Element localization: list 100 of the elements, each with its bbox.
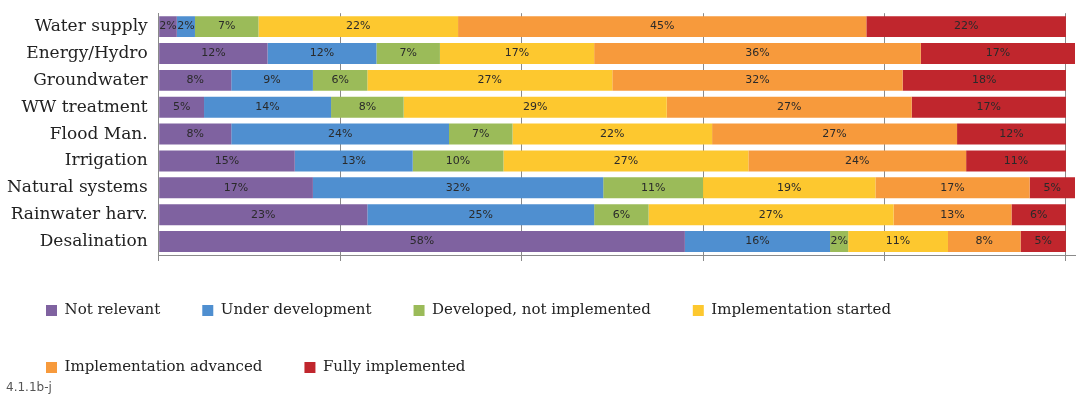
data-label: 27%: [477, 73, 503, 87]
data-label: 19%: [776, 180, 802, 194]
data-label: 6%: [331, 73, 349, 87]
bar: [159, 96, 205, 118]
y-tick-label: Groundwater: [33, 68, 149, 89]
bar: [875, 177, 1030, 199]
bar: [331, 96, 404, 118]
y-tick-label: Irrigation: [64, 149, 148, 170]
bar: [712, 123, 958, 145]
bar: [231, 123, 449, 145]
data-label: 17%: [985, 46, 1011, 60]
bar: [612, 69, 903, 91]
bar: [920, 43, 1075, 64]
bar: [294, 150, 413, 172]
bar: [1011, 204, 1066, 226]
data-label: 5%: [1034, 234, 1052, 248]
bar: [866, 16, 1066, 38]
y-tick-label: WW treatment: [21, 95, 148, 116]
data-label: 6%: [612, 207, 631, 221]
data-label: 22%: [953, 19, 979, 33]
bar: [957, 123, 1066, 145]
data-label: 17%: [976, 100, 1002, 114]
bar: [966, 150, 1066, 172]
data-label: 22%: [346, 19, 371, 33]
data-label: 8%: [358, 100, 377, 114]
bar: [312, 177, 604, 199]
bar: [947, 231, 1021, 253]
bar: [159, 43, 268, 64]
data-label: 12%: [999, 126, 1024, 140]
bar: [159, 123, 232, 145]
data-label: 5%: [1043, 180, 1062, 194]
legend-label: Implementation started: [711, 300, 892, 319]
data-label: 23%: [251, 207, 276, 221]
legend-label: Developed, not implemented: [432, 300, 652, 319]
bar: [159, 177, 313, 199]
data-label: 7%: [218, 19, 236, 33]
bar: [748, 150, 967, 172]
data-label: 2%: [159, 19, 177, 33]
data-label: 11%: [885, 234, 911, 248]
bar: [367, 69, 613, 91]
bar: [893, 204, 1012, 226]
y-tick-label: Rainwater harv.: [10, 203, 148, 224]
data-label: 45%: [649, 19, 675, 33]
bar: [848, 231, 948, 253]
data-label: 15%: [214, 153, 240, 167]
bar: [503, 150, 749, 172]
data-label: 16%: [745, 234, 770, 248]
data-label: 25%: [468, 207, 493, 221]
bar: [412, 150, 504, 172]
bar: [648, 204, 894, 226]
data-label: 2%: [830, 234, 848, 248]
data-label: 17%: [940, 180, 965, 194]
bar: [367, 204, 595, 226]
data-label: 14%: [255, 100, 280, 114]
bar: [258, 16, 459, 38]
bar: [603, 177, 704, 199]
bar: [403, 96, 667, 118]
data-label: 8%: [186, 126, 204, 140]
data-label: 13%: [341, 153, 366, 167]
legend-label: Under development: [220, 300, 372, 319]
bar: [439, 43, 595, 64]
text: 4.1.1b-j: [6, 380, 52, 394]
bar: [231, 69, 313, 91]
bar: [458, 16, 867, 38]
data-label: 8%: [186, 73, 204, 87]
data-label: 24%: [327, 126, 353, 140]
data-label: 27%: [758, 207, 784, 221]
data-label: 5%: [172, 100, 191, 114]
bar: [267, 43, 377, 64]
bar: [194, 16, 259, 38]
data-label: 27%: [776, 100, 802, 114]
bar: [703, 177, 876, 199]
data-label: 11%: [640, 180, 666, 194]
bar: [159, 150, 295, 172]
data-label: 29%: [522, 100, 548, 114]
data-label: 27%: [822, 126, 847, 140]
data-label: 22%: [600, 126, 625, 140]
data-label: 18%: [972, 73, 997, 87]
bar: [159, 69, 232, 91]
y-tick-label: Energy/Hydro: [26, 41, 148, 62]
data-label: 36%: [745, 46, 770, 60]
bar: [911, 96, 1066, 118]
legend-label: Fully implemented: [322, 357, 466, 376]
bar: [312, 69, 368, 91]
data-label: 32%: [445, 180, 471, 194]
bar: [594, 204, 649, 226]
bar: [666, 96, 912, 118]
y-tick-label: Water supply: [34, 15, 149, 36]
data-label: 7%: [399, 46, 417, 60]
data-label: 17%: [504, 46, 530, 60]
y-tick-label: Flood Man.: [49, 122, 148, 143]
data-label: 58%: [409, 234, 435, 248]
data-label: 2%: [177, 19, 195, 33]
data-label: 17%: [223, 180, 249, 194]
y-tick-label: Desalination: [39, 229, 148, 250]
bar: [684, 231, 831, 253]
bar: [1029, 177, 1075, 199]
data-label: 27%: [613, 153, 639, 167]
data-label: 9%: [263, 73, 281, 87]
data-label: 13%: [940, 207, 965, 221]
